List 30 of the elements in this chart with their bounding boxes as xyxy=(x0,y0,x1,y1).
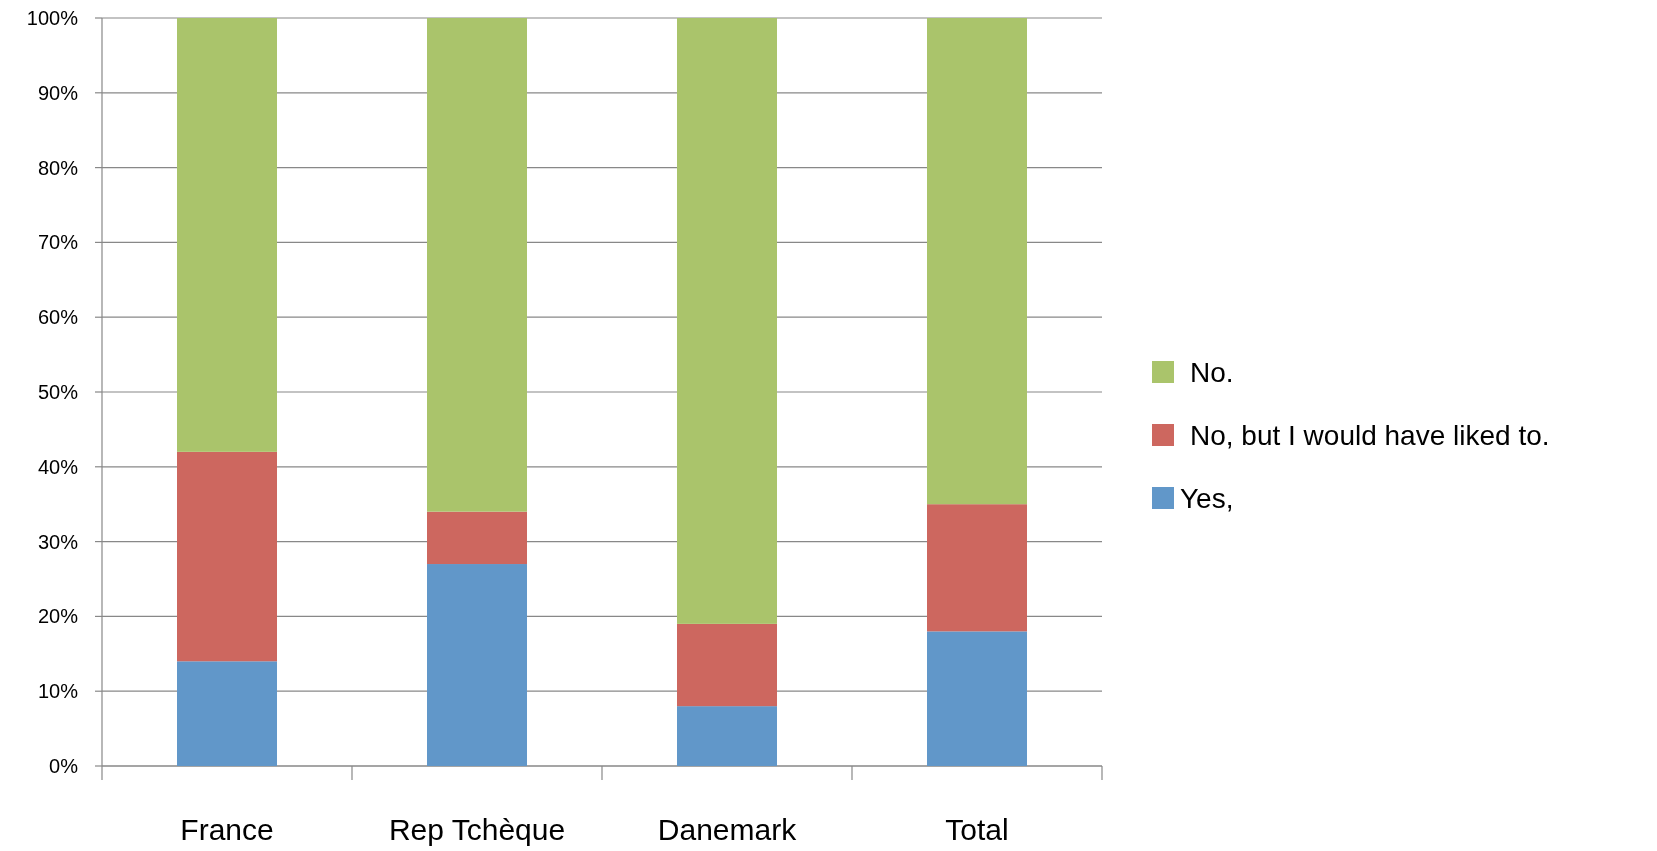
x-tick-label: France xyxy=(180,813,274,846)
bar xyxy=(927,18,1027,505)
bar xyxy=(177,661,277,766)
y-tick-label: 90% xyxy=(37,81,79,104)
y-tick-label: 100% xyxy=(26,7,79,29)
bar xyxy=(677,623,777,707)
legend-label: No, but I would have liked to. xyxy=(1190,419,1550,451)
bar xyxy=(927,631,1027,766)
legend-label: Yes, xyxy=(1180,482,1234,514)
bar xyxy=(427,564,527,766)
y-tick-label: 30% xyxy=(37,530,79,553)
y-tick-label: 60% xyxy=(37,306,79,329)
y-tick-label: 40% xyxy=(37,455,79,478)
y-tick-label: 70% xyxy=(37,231,79,254)
bar xyxy=(177,18,277,452)
y-tick-label: 50% xyxy=(37,381,79,403)
bar xyxy=(427,511,527,565)
x-tick-label: Rep Tchèque xyxy=(388,813,566,846)
y-tick-label: 0% xyxy=(49,755,79,777)
bar xyxy=(677,18,777,624)
y-tick-label: 80% xyxy=(37,156,79,179)
bar xyxy=(177,451,277,662)
bar xyxy=(927,504,1027,632)
x-tick-label: Danemark xyxy=(657,813,798,846)
y-tick-label: 10% xyxy=(37,680,79,703)
y-tick-label: 20% xyxy=(37,605,79,628)
legend-label: No. xyxy=(1190,356,1234,388)
x-tick-label: Total xyxy=(945,813,1009,846)
bar xyxy=(427,18,527,512)
bar xyxy=(677,706,777,766)
